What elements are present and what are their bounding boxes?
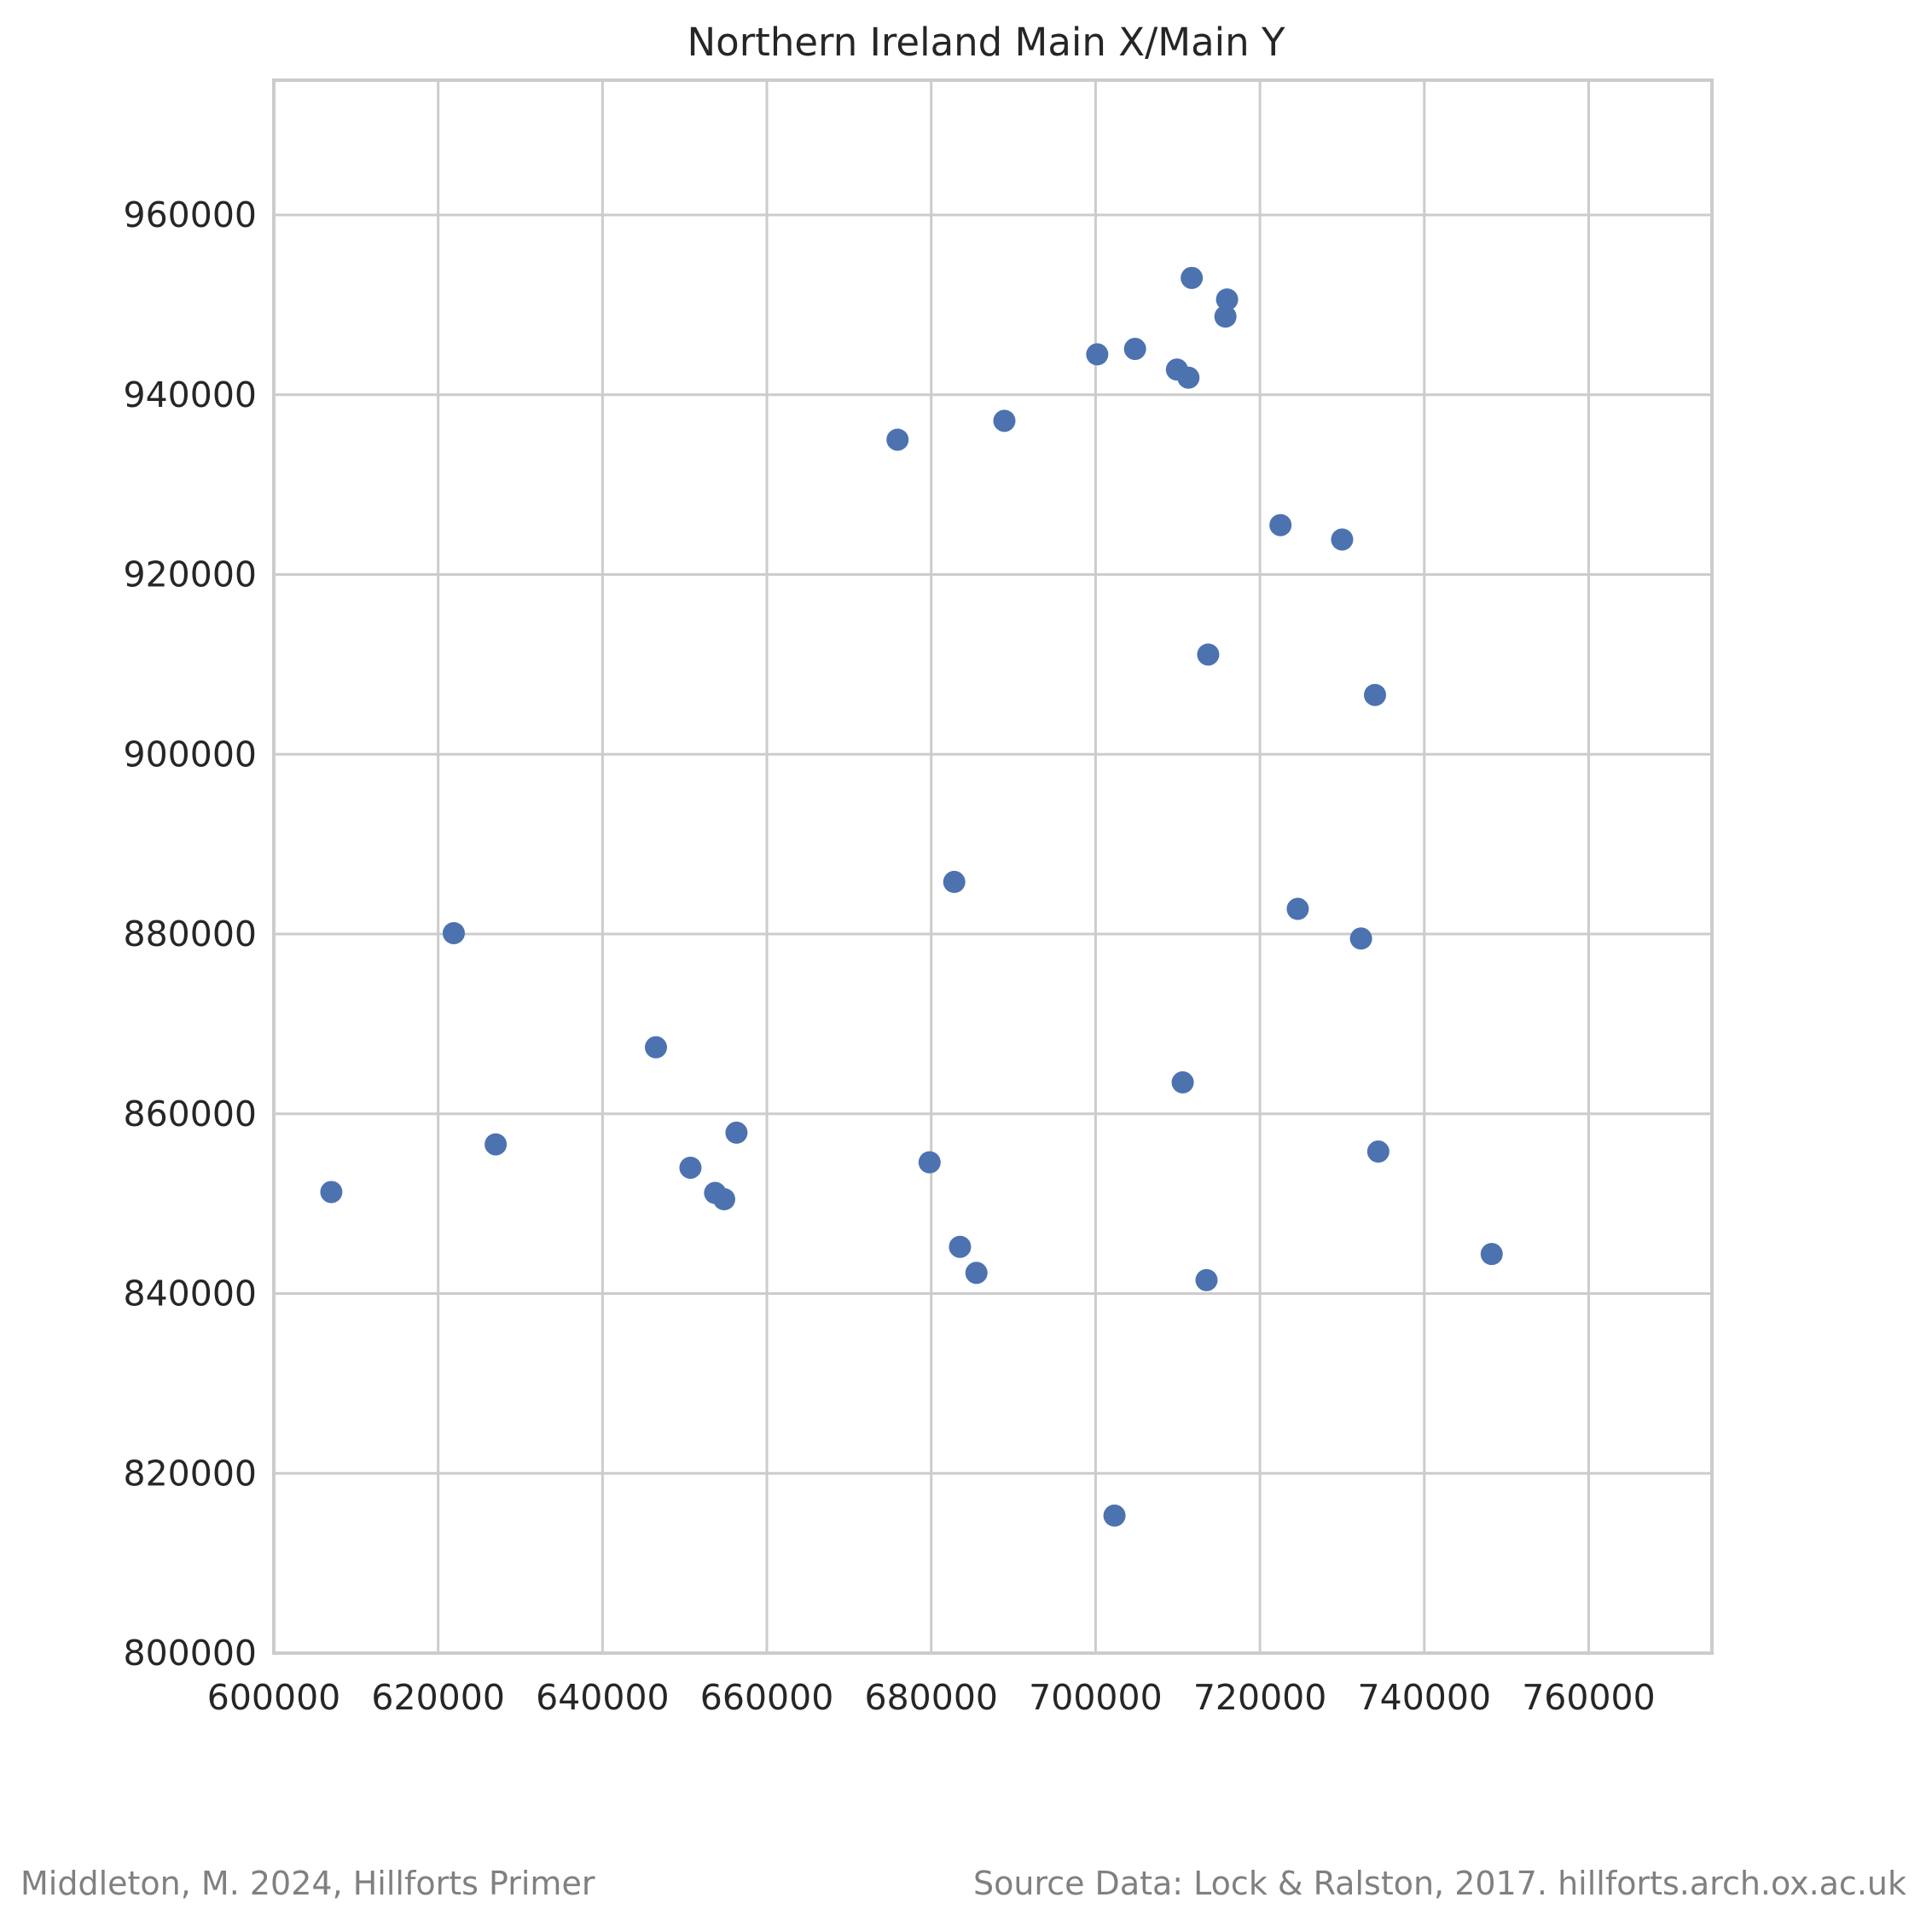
data-point (1181, 266, 1204, 289)
data-point (1103, 1504, 1126, 1527)
data-point (943, 870, 966, 893)
x-tick-label: 660000 (700, 1677, 834, 1718)
footer-credit: Middleton, M. 2024, Hillforts Primer (20, 1865, 595, 1902)
data-point (1286, 897, 1309, 920)
y-tick-label: 880000 (123, 914, 257, 954)
data-point (1214, 305, 1237, 328)
data-point (949, 1235, 972, 1258)
y-tick-label: 840000 (123, 1274, 257, 1314)
x-axis-tick-labels: 600000 620000 640000 660000 680000 700000 7200… (207, 1677, 1656, 1718)
y-tick-label: 940000 (123, 374, 257, 415)
x-tick-label: 680000 (864, 1677, 998, 1718)
x-tick-label: 760000 (1522, 1677, 1656, 1718)
data-point (712, 1187, 735, 1210)
data-point (965, 1262, 988, 1285)
grid (272, 80, 1712, 1655)
y-tick-label: 800000 (123, 1633, 257, 1674)
data-point (993, 409, 1016, 432)
data-point (484, 1133, 508, 1156)
data-point (1215, 288, 1239, 311)
x-tick-label: 600000 (207, 1677, 341, 1718)
data-point (644, 1036, 667, 1059)
y-axis-tick-labels: 800000 820000 840000 860000 880000 900000 9200… (123, 194, 257, 1674)
data-point (725, 1121, 748, 1144)
data-point (320, 1181, 343, 1204)
x-tick-label: 720000 (1193, 1677, 1327, 1718)
x-tick-label: 700000 (1029, 1677, 1163, 1718)
y-tick-label: 860000 (123, 1094, 257, 1134)
data-point (1269, 514, 1292, 537)
data-point (442, 921, 465, 944)
data-point (1480, 1243, 1503, 1266)
data-point (1349, 927, 1372, 950)
data-point (886, 428, 909, 451)
y-tick-label: 900000 (123, 734, 257, 775)
data-points (320, 266, 1503, 1527)
data-point (1197, 643, 1220, 666)
x-tick-label: 620000 (371, 1677, 505, 1718)
data-point (1123, 338, 1146, 361)
data-point (679, 1156, 702, 1179)
y-tick-label: 960000 (123, 194, 257, 235)
x-tick-label: 640000 (536, 1677, 670, 1718)
data-point (1366, 1140, 1390, 1163)
chart-title: Northern Ireland Main X/Main Y (688, 20, 1285, 65)
data-point (1331, 528, 1354, 551)
data-point (918, 1151, 941, 1174)
plot-frame (272, 78, 1714, 1655)
data-point (1086, 343, 1109, 366)
data-point (1195, 1268, 1218, 1291)
footer-source: Source Data: Lock & Ralston, 2017. hillf… (972, 1865, 1906, 1902)
data-point (1363, 683, 1386, 706)
y-tick-label: 820000 (123, 1453, 257, 1494)
x-tick-label: 740000 (1358, 1677, 1492, 1718)
y-tick-label: 920000 (123, 554, 257, 595)
data-point (1177, 366, 1200, 389)
data-point (1171, 1071, 1194, 1094)
